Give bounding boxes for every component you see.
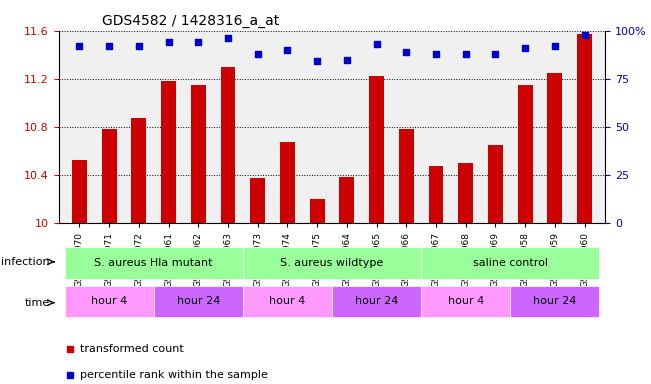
Point xyxy=(104,43,115,49)
Text: hour 4: hour 4 xyxy=(270,296,305,306)
Point xyxy=(193,39,204,45)
Bar xyxy=(72,161,87,223)
FancyBboxPatch shape xyxy=(421,286,510,317)
FancyBboxPatch shape xyxy=(154,286,243,317)
Bar xyxy=(310,199,325,223)
Bar xyxy=(221,67,236,223)
Point xyxy=(401,49,411,55)
Bar xyxy=(339,177,354,223)
Bar xyxy=(161,81,176,223)
Point xyxy=(133,43,144,49)
Bar xyxy=(250,178,265,223)
Text: time: time xyxy=(25,298,49,308)
Text: percentile rank within the sample: percentile rank within the sample xyxy=(81,370,268,381)
Bar xyxy=(518,85,533,223)
Bar xyxy=(458,163,473,223)
Text: GDS4582 / 1428316_a_at: GDS4582 / 1428316_a_at xyxy=(102,14,279,28)
Bar xyxy=(488,145,503,223)
FancyBboxPatch shape xyxy=(243,286,332,317)
Text: hour 24: hour 24 xyxy=(176,296,220,306)
Bar xyxy=(369,76,384,223)
Bar xyxy=(399,129,414,223)
Point xyxy=(312,58,322,65)
Text: hour 4: hour 4 xyxy=(448,296,484,306)
Text: infection: infection xyxy=(1,257,49,267)
Text: hour 4: hour 4 xyxy=(91,296,127,306)
Text: transformed count: transformed count xyxy=(81,344,184,354)
Point xyxy=(460,51,471,57)
Bar xyxy=(280,142,295,223)
FancyBboxPatch shape xyxy=(64,286,154,317)
Bar xyxy=(577,34,592,223)
Point xyxy=(223,35,233,41)
Bar xyxy=(102,129,117,223)
Point xyxy=(342,56,352,63)
Point xyxy=(253,51,263,57)
Point xyxy=(549,43,560,49)
Text: hour 24: hour 24 xyxy=(533,296,577,306)
FancyBboxPatch shape xyxy=(332,286,421,317)
Text: hour 24: hour 24 xyxy=(355,296,398,306)
Point xyxy=(520,45,531,51)
Text: S. aureus wildtype: S. aureus wildtype xyxy=(281,258,383,268)
Point xyxy=(490,51,501,57)
Text: saline control: saline control xyxy=(473,258,548,268)
Point xyxy=(163,39,174,45)
FancyBboxPatch shape xyxy=(421,248,600,279)
Point xyxy=(371,41,381,47)
Bar xyxy=(547,73,562,223)
Bar xyxy=(428,166,443,223)
Text: S. aureus Hla mutant: S. aureus Hla mutant xyxy=(94,258,213,268)
Point xyxy=(74,43,85,49)
Point xyxy=(579,31,590,38)
FancyBboxPatch shape xyxy=(243,248,421,279)
Bar xyxy=(132,118,146,223)
Point xyxy=(431,51,441,57)
Point xyxy=(283,47,293,53)
FancyBboxPatch shape xyxy=(510,286,600,317)
FancyBboxPatch shape xyxy=(64,248,243,279)
Bar xyxy=(191,85,206,223)
